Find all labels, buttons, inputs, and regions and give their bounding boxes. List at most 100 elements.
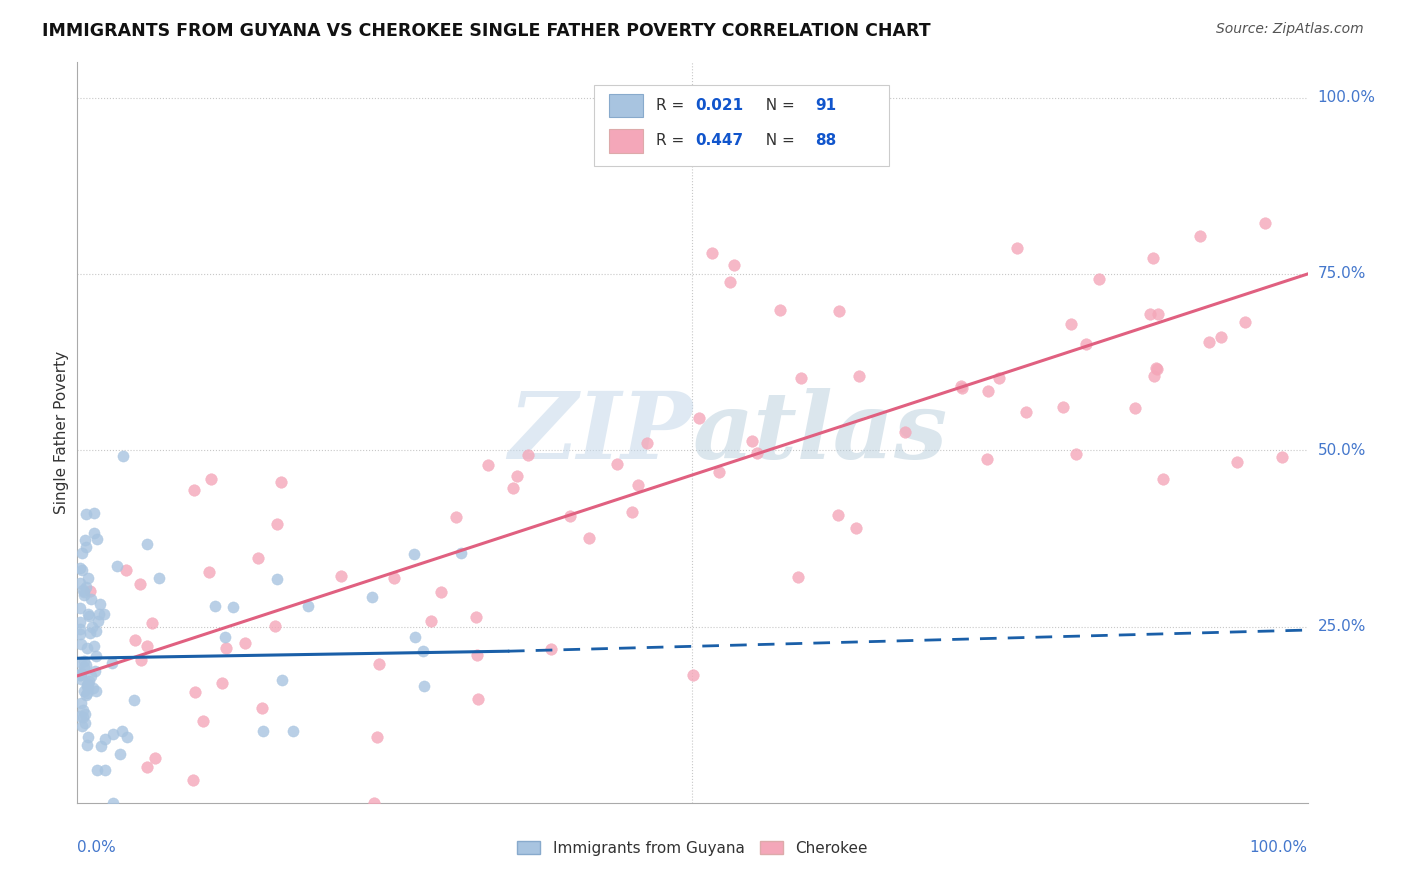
Point [75, 507, 97, 521]
Point [747, 445, 769, 459]
Point [129, 653, 152, 667]
Point [977, 384, 1000, 398]
Point [191, 714, 214, 729]
Y-axis label: Single Father Poverty: Single Father Poverty [53, 351, 69, 514]
Point [264, 619, 287, 633]
Point [709, 465, 731, 479]
Point [69, 696, 91, 710]
Point [222, 600, 245, 615]
Point [86, 763, 108, 777]
Point [122, 692, 145, 706]
Point [93, 607, 115, 621]
Text: 88: 88 [815, 134, 837, 148]
Point [741, 434, 763, 448]
Point [330, 568, 353, 582]
Point [110, 723, 132, 738]
Point [73, 588, 96, 602]
Point [75, 540, 97, 554]
Point [266, 572, 288, 586]
Point [90, 739, 112, 753]
FancyBboxPatch shape [609, 129, 644, 153]
Text: IMMIGRANTS FROM GUYANA VS CHEROKEE SINGLE FATHER POVERTY CORRELATION CHART: IMMIGRANTS FROM GUYANA VS CHEROKEE SINGL… [42, 22, 931, 40]
Point [115, 730, 138, 744]
Point [69, 668, 91, 682]
Point [83, 506, 105, 520]
Point [215, 641, 238, 656]
Point [1064, 447, 1087, 461]
Point [787, 570, 810, 584]
Point [368, 657, 391, 672]
Point [75, 533, 97, 548]
Point [76, 686, 98, 700]
Point [101, 796, 124, 810]
Point [688, 411, 710, 425]
Point [124, 633, 146, 648]
Point [70, 545, 93, 559]
Point [1271, 450, 1294, 464]
Point [77, 673, 100, 688]
Point [363, 796, 385, 810]
Point [84, 649, 107, 664]
Point [69, 627, 91, 641]
Point [69, 655, 91, 669]
Point [718, 276, 741, 290]
Point [281, 724, 304, 739]
Point [73, 654, 96, 668]
Point [430, 585, 453, 599]
Point [382, 571, 405, 585]
Point [79, 669, 101, 683]
Point [72, 719, 94, 733]
Point [69, 622, 91, 636]
Point [976, 452, 998, 467]
Point [141, 615, 163, 630]
Point [135, 639, 157, 653]
FancyBboxPatch shape [609, 94, 644, 117]
Point [70, 665, 93, 680]
Point [361, 591, 384, 605]
Point [252, 724, 274, 739]
Point [233, 636, 256, 650]
Point [73, 684, 96, 698]
Point [70, 672, 93, 686]
Point [87, 614, 110, 628]
Point [77, 607, 100, 622]
Point [183, 483, 205, 497]
Point [76, 678, 98, 692]
Point [87, 607, 110, 621]
Point [83, 526, 105, 541]
Point [82, 681, 104, 695]
Point [77, 730, 100, 744]
Text: 91: 91 [815, 98, 837, 113]
Point [477, 458, 499, 473]
Point [465, 648, 488, 662]
Text: atlas: atlas [693, 388, 948, 477]
Point [1139, 307, 1161, 321]
Point [69, 561, 91, 575]
Point [79, 625, 101, 640]
Point [506, 469, 529, 483]
Point [517, 448, 540, 462]
Text: N =: N = [756, 98, 800, 113]
Point [80, 592, 103, 607]
Point [467, 691, 489, 706]
Point [1074, 336, 1097, 351]
Point [148, 571, 170, 585]
Point [69, 709, 91, 723]
Point [69, 667, 91, 681]
Text: R =: R = [655, 134, 689, 148]
Text: 0.447: 0.447 [695, 134, 742, 148]
Point [578, 531, 600, 545]
Point [412, 644, 434, 658]
Point [70, 637, 93, 651]
Point [402, 547, 425, 561]
Point [987, 371, 1010, 385]
Point [558, 508, 581, 523]
Point [108, 747, 131, 762]
Point [1254, 217, 1277, 231]
Text: 0.0%: 0.0% [77, 840, 117, 855]
Point [73, 660, 96, 674]
Text: 0.021: 0.021 [695, 98, 742, 113]
Point [894, 425, 917, 440]
Point [950, 381, 973, 395]
Point [200, 472, 222, 486]
